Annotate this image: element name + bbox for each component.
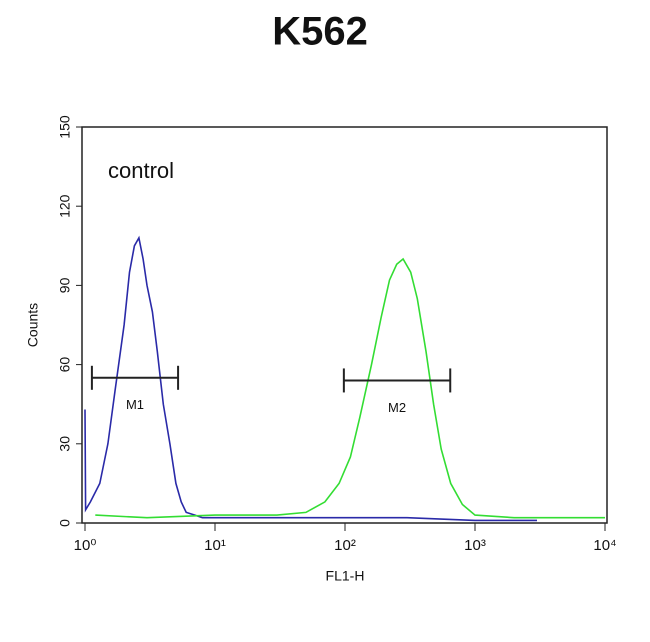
- x-tick-label: 10⁰: [74, 537, 97, 554]
- y-tick-label: 60: [57, 357, 73, 373]
- x-tick-label: 10³: [464, 537, 486, 554]
- y-tick-label: 120: [57, 194, 73, 218]
- gate-label: M1: [126, 397, 144, 412]
- x-tick-label: 10⁴: [593, 537, 616, 554]
- x-tick-label: 10¹: [204, 537, 226, 554]
- y-tick-label: 30: [57, 436, 73, 452]
- x-tick-label: 10²: [334, 537, 356, 554]
- y-tick-label: 0: [57, 519, 73, 527]
- x-axis-label: FL1-H: [326, 568, 365, 584]
- gate-label: M2: [388, 400, 406, 415]
- y-tick-label: 150: [57, 115, 73, 139]
- histogram-line: [95, 257, 605, 519]
- plot-frame: [81, 126, 608, 524]
- annotation: control: [108, 158, 174, 183]
- chart-title: K562: [272, 10, 368, 54]
- histogram-line: [84, 235, 537, 522]
- y-axis-label: Counts: [25, 303, 41, 347]
- y-tick-label: 90: [57, 277, 73, 293]
